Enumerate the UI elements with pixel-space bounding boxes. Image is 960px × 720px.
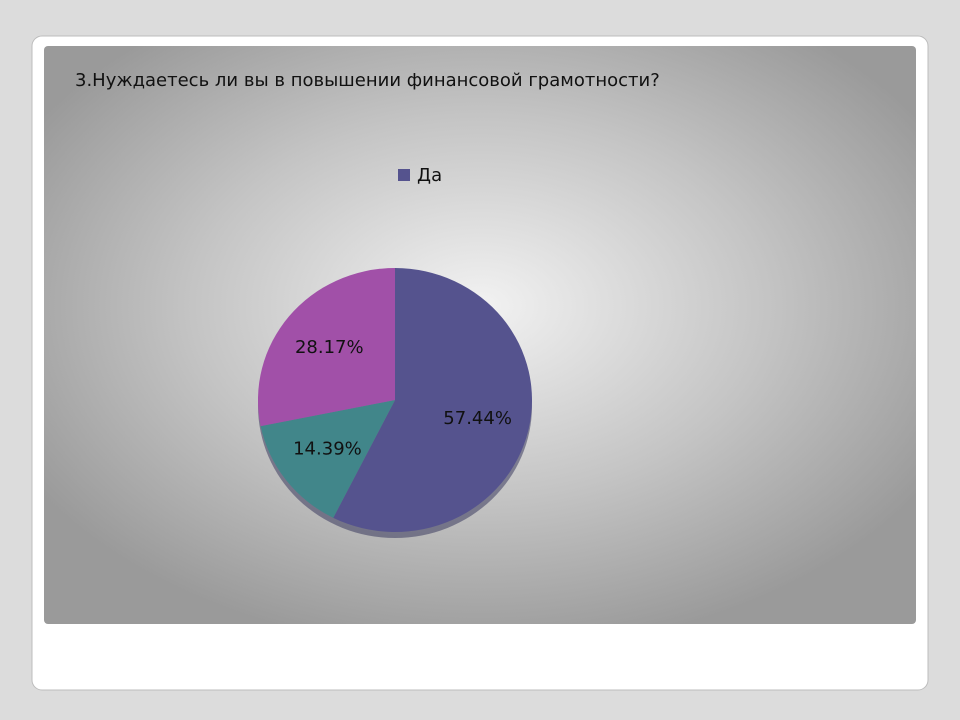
data-label: 57.44% <box>443 408 512 429</box>
chart-title: 3.Нуждаетесь ли вы в повышении финансово… <box>75 70 660 91</box>
pie: 57.44% 14.39% 28.17% <box>258 268 532 532</box>
legend-label: Да <box>417 165 442 186</box>
pie-slice <box>260 400 395 518</box>
data-label: 28.17% <box>295 337 364 358</box>
legend: Да <box>398 165 442 186</box>
legend-swatch <box>398 169 410 181</box>
data-label: 14.39% <box>293 439 362 460</box>
pie-slice <box>333 268 532 532</box>
pie-slice <box>258 268 395 427</box>
